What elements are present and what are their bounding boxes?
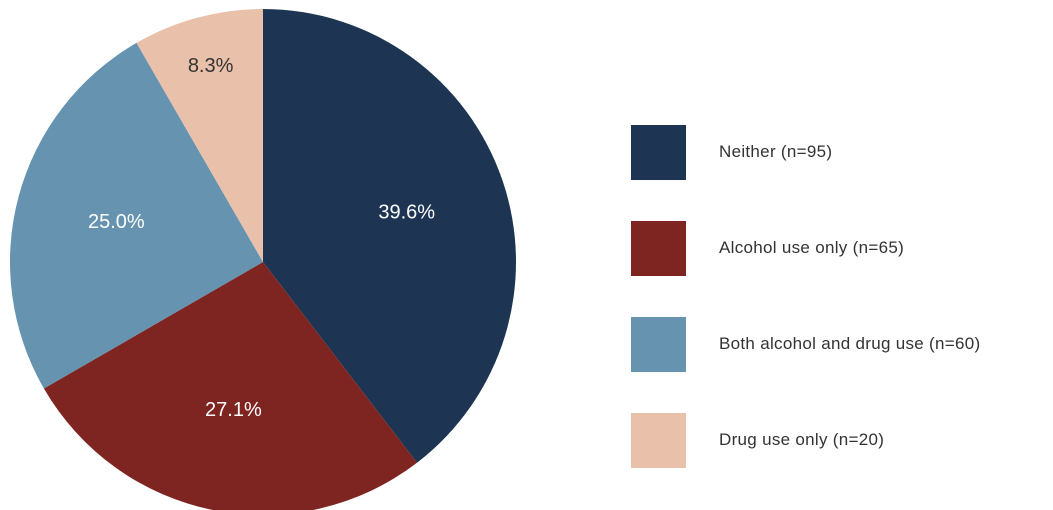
legend: Neither (n=95) Alcohol use only (n=65) Bot… bbox=[631, 125, 980, 468]
pie-slices bbox=[9, 9, 516, 510]
pie-slice-neither bbox=[263, 9, 516, 463]
legend-label-neither: Neither (n=95) bbox=[719, 142, 832, 161]
legend-swatch-drug-use-only bbox=[631, 413, 686, 468]
pie-slice-alcohol-use-only bbox=[43, 262, 418, 510]
pie-slice-labels: 39.6% 27.1% 25.0% 8.3% bbox=[88, 55, 435, 421]
pie-slice-both-alcohol-and-drug-use bbox=[9, 42, 263, 389]
legend-label-both-alcohol-and-drug-use: Both alcohol and drug use (n=60) bbox=[719, 334, 980, 353]
legend-swatch-neither bbox=[631, 125, 686, 180]
slice-label-drug-use-only: 8.3% bbox=[188, 55, 234, 77]
slice-label-neither: 39.6% bbox=[378, 201, 435, 223]
slice-label-alcohol-use-only: 27.1% bbox=[205, 399, 262, 421]
legend-swatch-alcohol-use-only bbox=[631, 221, 686, 276]
legend-label-drug-use-only: Drug use only (n=20) bbox=[719, 430, 884, 449]
legend-label-alcohol-use-only: Alcohol use only (n=65) bbox=[719, 238, 904, 257]
slice-label-both-alcohol-and-drug-use: 25.0% bbox=[88, 211, 145, 233]
legend-swatch-both-alcohol-and-drug-use bbox=[631, 317, 686, 372]
pie-slice-drug-use-only bbox=[136, 9, 263, 262]
